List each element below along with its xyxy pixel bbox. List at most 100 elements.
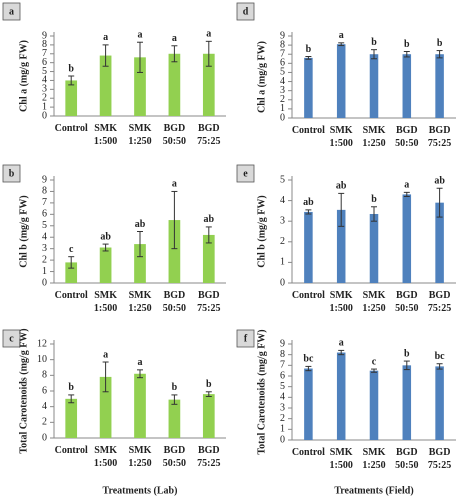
x-tick-line: 50:50 (395, 303, 418, 314)
x-tick-line: 1:250 (128, 303, 151, 314)
x-tick-line: SMK (330, 447, 353, 458)
x-tick-line: BGD (429, 290, 451, 301)
x-tick-label: BGD 75:25 (428, 447, 451, 471)
x-tick-line: SMK (94, 445, 117, 456)
x-tick-label: SMK 1:250 (362, 447, 385, 471)
x-tick-label: SMK 1:500 (330, 290, 353, 314)
x-tick-line: 1:250 (362, 138, 385, 149)
bar (65, 398, 78, 438)
y-tick-label: 3 (280, 215, 285, 226)
bar (336, 44, 346, 119)
y-tick-label: 6 (42, 209, 47, 220)
x-tick-line: 50:50 (395, 138, 418, 149)
x-tick-line: 1:500 (94, 303, 117, 314)
y-tick-label: 6 (280, 58, 285, 69)
y-axis-label: Chl a (mg/g FW) (18, 40, 29, 112)
significance-letter: b (172, 382, 178, 393)
x-tick-line: SMK (330, 125, 353, 136)
significance-letter: b (404, 348, 410, 359)
y-tick-label: 4 (42, 401, 47, 412)
x-tick-line: 50:50 (395, 460, 418, 471)
x-tick-line: 1:250 (128, 136, 151, 147)
x-tick-line: BGD (396, 290, 418, 301)
x-tick-label: Control (55, 123, 88, 134)
bar (435, 202, 444, 283)
x-tick-line: 75:25 (428, 460, 451, 471)
panel-label: f (244, 333, 248, 344)
y-tick-label: 4 (280, 76, 285, 87)
x-tick-label: Control (292, 447, 325, 458)
x-tick-label: BGD 75:25 (428, 290, 451, 314)
bar (134, 244, 146, 283)
x-tick-label: BGD 50:50 (395, 447, 418, 471)
bar (168, 399, 181, 438)
y-tick-label: 7 (280, 360, 285, 371)
x-tick-line: Control (292, 290, 325, 301)
y-tick-label: 8 (42, 39, 47, 50)
significance-letter: b (437, 38, 443, 49)
x-tick-line: SMK (94, 123, 117, 134)
x-tick-label: BGD 75:25 (197, 123, 220, 147)
x-tick-line: 1:500 (330, 303, 353, 314)
x-tick-label: BGD 50:50 (163, 445, 186, 469)
significance-letter: c (372, 356, 377, 367)
y-tick-label: 3 (42, 84, 47, 95)
x-tick-line: 1:250 (362, 303, 385, 314)
x-tick-line: 1:500 (330, 460, 353, 471)
bar (99, 376, 112, 438)
y-tick-label: 5 (42, 220, 47, 231)
significance-letter: a (138, 30, 143, 41)
significance-letter: ab (434, 176, 445, 187)
x-tick-line: BGD (396, 125, 418, 136)
significance-letter: a (339, 30, 344, 41)
x-tick-line: 50:50 (163, 303, 186, 314)
x-tick-label: SMK 1:250 (128, 123, 151, 147)
significance-letter: ab (303, 197, 314, 208)
y-tick-label: 9 (42, 174, 47, 185)
bar (202, 53, 215, 116)
x-tick-label: Control (55, 445, 88, 456)
x-tick-label: Control (292, 125, 325, 136)
x-tick-line: 75:25 (428, 303, 451, 314)
bar (402, 194, 412, 283)
bar (336, 352, 346, 440)
y-tick-label: 4 (42, 232, 47, 243)
y-tick-label: 7 (42, 197, 47, 208)
x-tick-label: BGD 50:50 (395, 290, 418, 314)
significance-letter: ab (100, 231, 111, 242)
y-tick-label: 1 (280, 257, 285, 268)
bar (168, 53, 181, 116)
significance-letter: c (69, 244, 74, 255)
y-tick-label: 4 (280, 392, 285, 403)
y-tick-label: 6 (42, 385, 47, 396)
y-axis-label: Chl a (mg/g FW) (256, 41, 267, 113)
panel-label-box (2, 164, 21, 183)
x-tick-label: SMK 1:500 (330, 447, 353, 471)
panel-label-box (236, 164, 255, 183)
x-tick-line: BGD (198, 290, 220, 301)
x-tick-line: BGD (164, 290, 186, 301)
bar (99, 247, 112, 283)
x-tick-label: Control (55, 290, 88, 301)
x-tick-label: SMK 1:250 (362, 125, 385, 149)
y-tick-label: 5 (280, 174, 285, 185)
x-tick-line: 1:500 (94, 136, 117, 147)
panel-label: c (9, 333, 14, 344)
x-tick-line: 1:250 (362, 460, 385, 471)
x-tick-label: Control (292, 290, 325, 301)
significance-letter: a (172, 33, 177, 44)
x-tick-label: SMK 1:500 (94, 123, 117, 147)
y-tick-label: 1 (280, 424, 285, 435)
x-tick-line: SMK (129, 290, 152, 301)
y-tick-label: 3 (280, 402, 285, 413)
significance-letter: b (371, 37, 377, 48)
significance-letter: b (404, 39, 410, 50)
bar (402, 365, 412, 440)
bar (65, 262, 78, 283)
panel-label: d (243, 6, 249, 17)
significance-letter: b (371, 194, 377, 205)
x-tick-label: BGD 75:25 (428, 125, 451, 149)
y-tick-label: 0 (280, 112, 285, 123)
y-tick-label: 8 (280, 349, 285, 360)
